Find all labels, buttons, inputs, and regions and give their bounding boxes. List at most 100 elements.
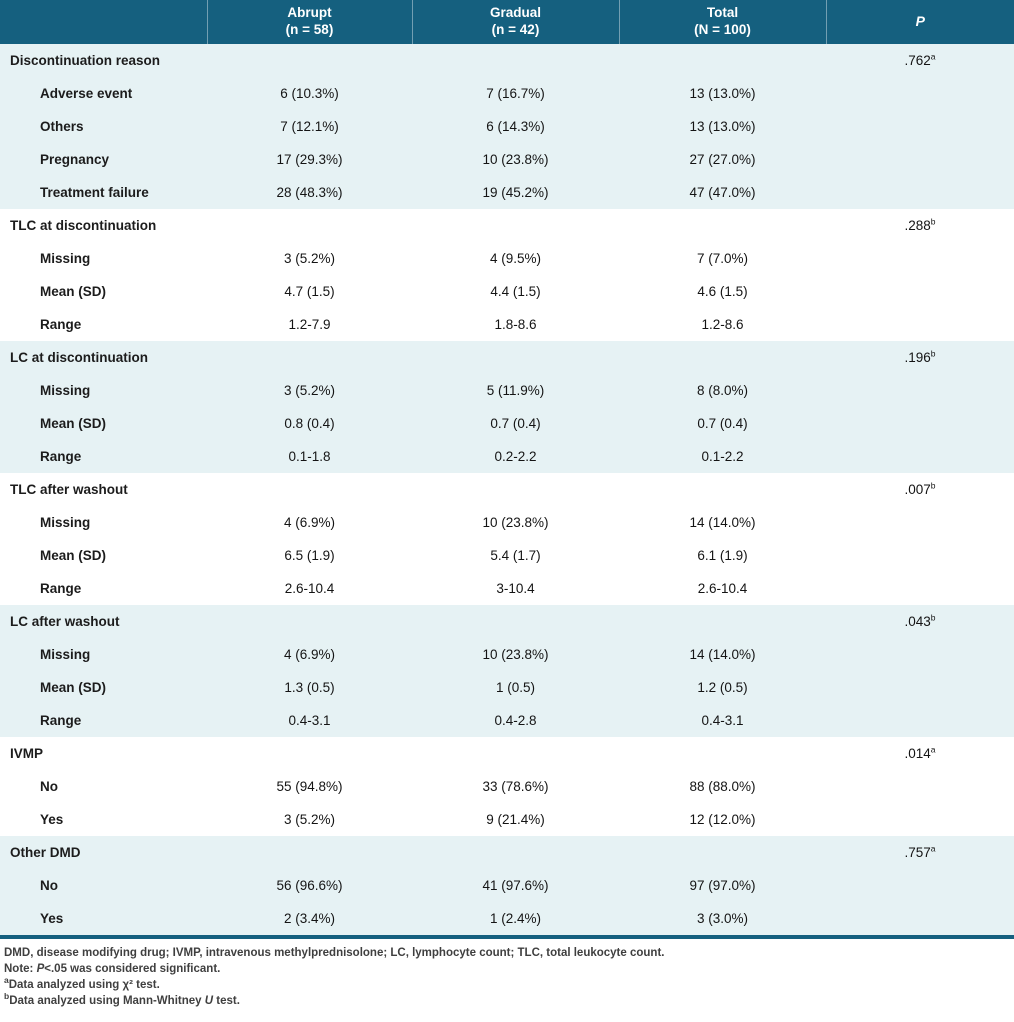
table-body: Discontinuation reason .762a Adverse event… [0, 44, 1014, 935]
section-header-row: Other DMD .757a [0, 836, 1014, 869]
cell-gradual: 0.2-2.2 [412, 440, 619, 473]
row-label: Range [40, 581, 82, 596]
cell-abrupt: 4.7 (1.5) [284, 284, 335, 299]
table-bottom-rule [0, 935, 1014, 939]
cell-total [619, 209, 826, 242]
header-p-value: P [825, 0, 1014, 44]
row-label: Yes [40, 812, 64, 827]
cell-p-value [826, 242, 1014, 275]
row-label: Mean (SD) [40, 284, 107, 299]
cell-abrupt [207, 341, 412, 374]
cell-gradual [412, 44, 619, 77]
cell-abrupt: 2 (3.4%) [207, 902, 412, 935]
cell-p-value [826, 869, 1014, 902]
header-abrupt-n: (n = 58) [285, 22, 334, 37]
cell-p-value [826, 506, 1014, 539]
p-superscript: a [930, 744, 936, 755]
table-row: Mean (SD) 0.8 (0.4) 0.7 (0.4) 0.7 (0.4) [0, 407, 1014, 440]
cell-total: 1.2 (0.5) [619, 671, 826, 704]
cell-abrupt [207, 209, 412, 242]
cell-gradual: 0.4-2.8 [412, 704, 619, 737]
cell-p-value [826, 440, 1014, 473]
cell-p-value [826, 374, 1014, 407]
cell-gradual [412, 605, 619, 638]
cell-abrupt: 7 (12.1%) [207, 110, 412, 143]
cell-p-value [826, 275, 1014, 308]
header-abrupt-title: Abrupt [287, 5, 332, 21]
cell-p-value: .196b [826, 341, 1014, 374]
section-header-row: IVMP .014a [0, 737, 1014, 770]
section-label: Other DMD [0, 836, 207, 869]
table-row: Adverse event 6 (10.3%) 7 (16.7%) 13 (13.0%… [0, 77, 1014, 110]
row-label: Pregnancy [0, 143, 207, 176]
cell-p-value: .007b [904, 480, 936, 497]
cell-abrupt: 6.5 (1.9) [284, 548, 335, 563]
cell-total [619, 473, 826, 506]
cell-p-value [826, 770, 1014, 803]
table-row: Others 7 (12.1%) 6 (14.3%) 13 (13.0%) [0, 110, 1014, 143]
cell-abrupt [207, 473, 412, 506]
cell-p-value [826, 671, 1014, 704]
cell-abrupt: 0.8 (0.4) [207, 407, 412, 440]
cell-gradual [412, 737, 619, 770]
cell-gradual: 41 (97.6%) [412, 869, 619, 902]
header-row: Abrupt (n = 58) Gradual (n = 42) Total (… [0, 0, 1014, 44]
footnote-a: aData analyzed using χ² test. [4, 976, 1006, 993]
p-superscript: a [930, 843, 936, 854]
header-gradual-n: (n = 42) [491, 22, 540, 37]
cell-p-value [826, 110, 1014, 143]
cell-gradual: 1 (2.4%) [412, 902, 619, 935]
cell-p-value: .014a [904, 744, 936, 761]
table-row: Missing 4 (6.9%) 10 (23.8%) 14 (14.0%) [0, 638, 1014, 671]
table-row: Range 2.6-10.4 3-10.4 2.6-10.4 [0, 572, 1014, 605]
footnote-b-marker: b [4, 991, 10, 1002]
table-header: Abrupt (n = 58) Gradual (n = 42) Total (… [0, 0, 1014, 44]
cell-p-value [826, 407, 1014, 440]
table-row: Range 1.2-7.9 1.8-8.6 1.2-8.6 [0, 308, 1014, 341]
cell-total: 27 (27.0%) [619, 143, 826, 176]
section-label: LC at discontinuation [0, 341, 207, 374]
row-label: Missing [0, 374, 207, 407]
cell-total [619, 605, 826, 638]
cell-gradual: 4.4 (1.5) [490, 284, 541, 299]
cell-abrupt: 28 (48.3%) [207, 176, 412, 209]
header-gradual-title: Gradual [489, 5, 541, 21]
cell-total: 1.2-8.6 [701, 317, 744, 332]
table-row: Mean (SD) 6.5 (1.9) 5.4 (1.7) 6.1 (1.9) [0, 539, 1014, 572]
header-empty-cell [0, 0, 207, 44]
footnotes: DMD, disease modifying drug; IVMP, intra… [0, 939, 1014, 1009]
cell-gradual: 10 (23.8%) [412, 638, 619, 671]
cell-total: 14 (14.0%) [689, 515, 756, 530]
header-total: Total (N = 100) [618, 0, 826, 44]
cell-total: 14 (14.0%) [619, 638, 826, 671]
cell-total: 13 (13.0%) [619, 77, 826, 110]
p-superscript: b [930, 612, 936, 623]
cell-total [619, 341, 826, 374]
note-rest: <.05 was considered significant. [44, 963, 221, 975]
table-row: Mean (SD) 4.7 (1.5) 4.4 (1.5) 4.6 (1.5) [0, 275, 1014, 308]
cell-total: 47 (47.0%) [619, 176, 826, 209]
row-label: Range [40, 317, 82, 332]
row-label: Mean (SD) [0, 407, 207, 440]
row-label: Range [0, 704, 207, 737]
section-label: LC after washout [0, 605, 207, 638]
cell-gradual: 19 (45.2%) [412, 176, 619, 209]
cell-gradual: 4 (9.5%) [489, 251, 542, 266]
section-label: TLC at discontinuation [10, 218, 157, 233]
table-row: Yes 3 (5.2%) 9 (21.4%) 12 (12.0%) [0, 803, 1014, 836]
cell-p-value [826, 803, 1014, 836]
cell-p-value [826, 902, 1014, 935]
section-label: Discontinuation reason [0, 44, 207, 77]
header-total-n: (N = 100) [694, 22, 751, 37]
header-abrupt: Abrupt (n = 58) [206, 0, 412, 44]
cell-abrupt: 3 (5.2%) [283, 812, 336, 827]
note-prefix: Note: [4, 963, 37, 975]
row-label: Others [0, 110, 207, 143]
cell-abrupt [207, 44, 412, 77]
row-label: Missing [40, 251, 91, 266]
footnote-b: bData analyzed using Mann-Whitney U test… [4, 991, 1006, 1009]
cell-total: 3 (3.0%) [619, 902, 826, 935]
row-label: No [40, 779, 58, 794]
cell-total [619, 737, 826, 770]
cell-abrupt: 0.1-1.8 [207, 440, 412, 473]
